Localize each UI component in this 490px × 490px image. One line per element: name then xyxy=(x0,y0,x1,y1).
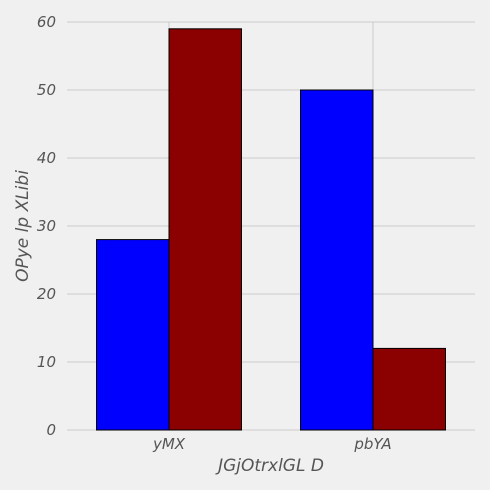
x-tick-labels: yMX pbYA xyxy=(152,435,392,453)
y-axis-title: OPye lp XLibi xyxy=(13,170,33,282)
y-tick-label-5: 50 xyxy=(37,81,56,99)
x-tick-label-0: yMX xyxy=(152,435,186,453)
bar-pbYA-series-2 xyxy=(372,347,446,431)
y-tick-label-6: 60 xyxy=(37,13,56,31)
x-axis-title: JGjOtrxlGL D xyxy=(215,456,324,476)
bars xyxy=(96,28,446,431)
bar-yMX-series-1 xyxy=(96,239,170,431)
y-tick-label-3: 30 xyxy=(37,217,56,235)
y-tick-label-4: 40 xyxy=(37,149,56,167)
y-tick-label-1: 10 xyxy=(37,353,56,371)
y-tick-label-2: 20 xyxy=(37,285,56,303)
bar-pbYA-series-1 xyxy=(300,89,374,431)
x-tick-label-1: pbYA xyxy=(353,435,391,453)
y-tick-labels: 0 10 20 30 40 50 60 xyxy=(37,13,56,439)
bar-yMX-series-2 xyxy=(168,28,242,431)
y-tick-label-0: 0 xyxy=(46,421,56,439)
